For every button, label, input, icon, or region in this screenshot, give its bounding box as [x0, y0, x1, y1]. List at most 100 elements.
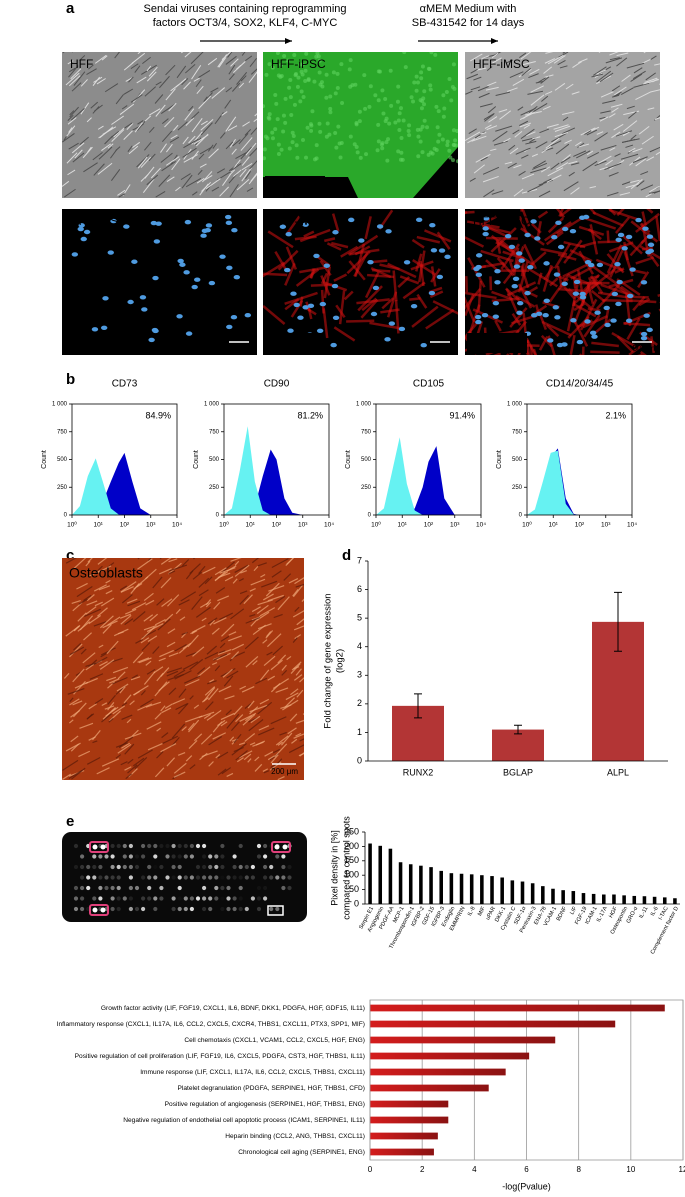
- nucleus: [386, 137, 391, 142]
- nucleus: [396, 118, 401, 123]
- cell: [659, 83, 660, 85]
- fiber: [517, 349, 523, 355]
- cell: [159, 75, 170, 89]
- nucleus: [432, 146, 437, 151]
- cell: [540, 76, 550, 84]
- cell: [166, 176, 175, 182]
- cell: [229, 184, 239, 198]
- y-tick-label: 100: [344, 870, 359, 880]
- fiber: [425, 308, 455, 330]
- y-tick-label: 7: [357, 555, 362, 565]
- fiber: [141, 642, 151, 652]
- stain-label: OCT4: [271, 181, 300, 193]
- cell: [652, 78, 659, 83]
- cell: [239, 168, 247, 178]
- cell: [212, 142, 217, 149]
- fiber: [252, 741, 264, 747]
- error-bar: [414, 693, 422, 719]
- cell: [480, 131, 487, 135]
- fiber: [154, 712, 162, 720]
- nucleus: [233, 275, 241, 280]
- bar: [622, 895, 626, 904]
- cell: [238, 133, 249, 145]
- nucleus: [451, 62, 456, 67]
- fiber: [545, 324, 560, 338]
- array-spot: [141, 906, 146, 912]
- fiber: [590, 350, 620, 354]
- fiber: [520, 209, 523, 212]
- cell: [525, 140, 537, 145]
- array-spot: [98, 896, 103, 901]
- nucleus: [309, 123, 314, 128]
- fiber: [293, 674, 303, 681]
- y-tick-label: 0: [519, 513, 523, 519]
- fiber: [112, 705, 126, 715]
- cell: [609, 147, 616, 152]
- fiber: [430, 268, 441, 283]
- fiber: [244, 733, 256, 742]
- array-spot: [220, 906, 225, 912]
- cell: [475, 153, 491, 163]
- cell: [630, 179, 643, 190]
- cell: [228, 64, 236, 75]
- nucleus: [398, 106, 403, 111]
- y-tick-label: 0: [216, 513, 220, 519]
- fiber: [623, 241, 629, 261]
- array-spot: [177, 906, 182, 912]
- cell: [175, 186, 181, 192]
- nucleus: [357, 119, 362, 124]
- nucleus: [562, 226, 569, 232]
- cell: [512, 129, 520, 135]
- cell: [214, 112, 224, 125]
- nucleus: [176, 314, 183, 319]
- bar: [561, 890, 565, 904]
- cell: [613, 123, 624, 131]
- fiber: [213, 653, 228, 661]
- fiber: [109, 678, 120, 684]
- image-bg: [62, 52, 257, 198]
- nucleus: [151, 327, 159, 333]
- cell: [485, 86, 499, 91]
- fiber: [630, 220, 659, 243]
- fiber: [71, 767, 86, 780]
- cell: [640, 184, 654, 191]
- fiber: [520, 263, 525, 277]
- array-spot: [98, 885, 103, 891]
- cell: [63, 188, 76, 198]
- nucleus: [429, 52, 434, 55]
- nucleus: [263, 147, 267, 152]
- nucleus: [348, 84, 353, 89]
- nucleus: [306, 77, 311, 82]
- fiber: [641, 211, 647, 226]
- fiber: [424, 229, 452, 243]
- fiber: [225, 709, 232, 716]
- cell: [158, 174, 171, 187]
- fiber: [544, 221, 572, 242]
- cell: [544, 74, 554, 78]
- fiber: [465, 321, 479, 340]
- fiber: [232, 578, 238, 584]
- x-axis-label: -log(Pvalue): [502, 1181, 551, 1191]
- array-spot: [73, 885, 79, 891]
- fiber: [493, 352, 502, 355]
- nucleus: [625, 234, 633, 240]
- nucleus: [279, 62, 284, 67]
- fiber: [158, 681, 170, 692]
- y-tick-label: Cell chemotaxis (CXCL1, VCAM1, CCL2, CXC…: [184, 1037, 365, 1044]
- fiber: [331, 241, 349, 249]
- nucleus: [441, 93, 446, 98]
- nucleus: [441, 114, 446, 119]
- y-tick-label: 6: [357, 584, 362, 594]
- fiber: [356, 298, 390, 305]
- fiber: [340, 245, 359, 258]
- cell: [513, 164, 522, 169]
- cell: [233, 169, 242, 177]
- fiber: [178, 702, 189, 715]
- nucleus: [508, 244, 516, 250]
- nucleus: [494, 280, 501, 285]
- cell: [68, 142, 79, 150]
- nucleus: [445, 143, 450, 148]
- fiber: [272, 645, 284, 656]
- micrograph: [62, 209, 257, 355]
- fiber: [135, 638, 143, 644]
